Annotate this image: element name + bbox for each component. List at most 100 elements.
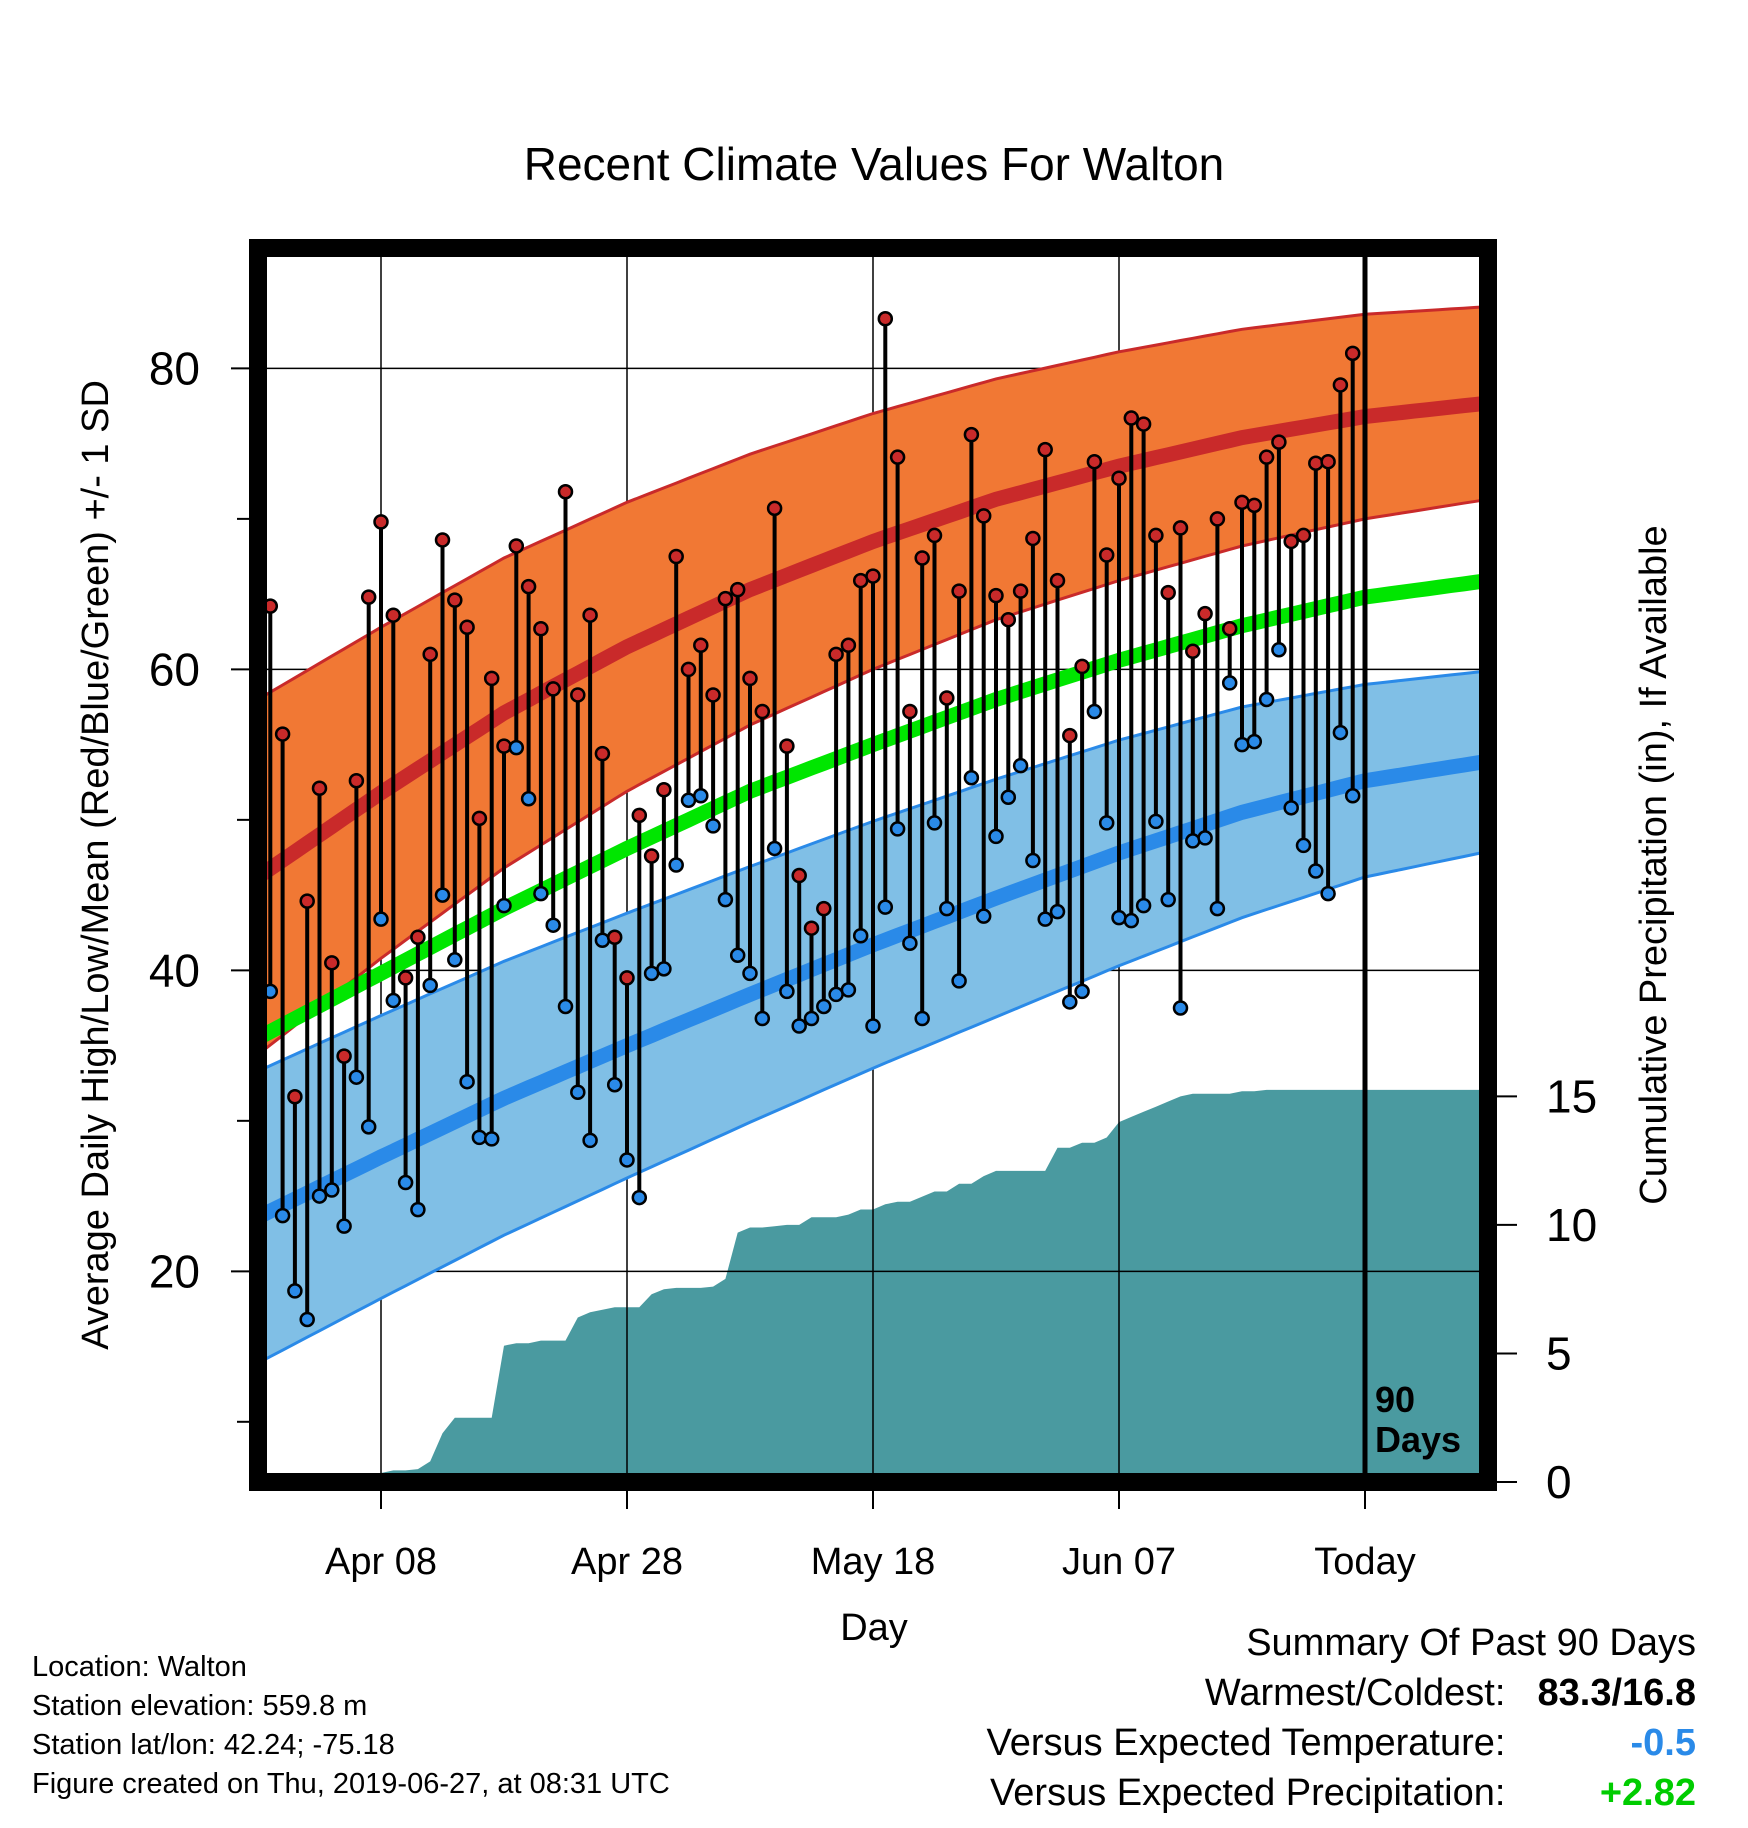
daily-high-point	[631, 807, 648, 824]
elevation-text: Station elevation: 559.8 m	[32, 1690, 368, 1722]
daily-high-point	[557, 484, 574, 500]
daily-high-point	[299, 893, 315, 909]
daily-high-point	[434, 532, 451, 548]
daily-low-point	[1123, 912, 1140, 929]
daily-low-point	[1074, 983, 1090, 1000]
daily-high-point	[1295, 527, 1312, 544]
daily-high-point	[729, 581, 746, 598]
daily-high-point	[779, 738, 795, 754]
daily-low-point	[508, 739, 525, 756]
warm-cold-label: Warmest/Coldest:	[1204, 1672, 1506, 1714]
daily-low-point	[779, 983, 795, 1000]
y-axis-label: Average Daily High/Low/Mean (Red/Blue/Gr…	[75, 380, 117, 1350]
x-tick-label: Jun 07	[1062, 1541, 1176, 1583]
daily-high-point	[422, 646, 438, 663]
daily-low-point	[1271, 642, 1287, 658]
daily-low-point	[951, 973, 967, 989]
daily-low-point	[988, 828, 1004, 845]
daily-low-point	[471, 1129, 488, 1146]
daily-high-point	[1332, 377, 1349, 393]
daily-high-point	[1111, 470, 1127, 486]
daily-low-point	[483, 1131, 500, 1147]
daily-high-point	[1012, 583, 1029, 599]
high-sd-band	[258, 306, 1488, 1055]
daily-low-point	[422, 977, 438, 994]
daily-high-point	[570, 687, 586, 703]
daily-low-point	[557, 998, 574, 1015]
daily-high-point	[594, 745, 611, 762]
daily-high-point	[656, 782, 672, 798]
daily-high-point	[459, 619, 475, 635]
daily-high-point	[988, 587, 1004, 604]
daily-high-point	[1271, 434, 1287, 450]
x-tick-label: Apr 08	[325, 1541, 437, 1583]
y2-axis-label: Cumulative Precipitation (in), If Availa…	[1633, 525, 1675, 1204]
summary-temp-row: Versus Expected Temperature: -0.5	[987, 1718, 1696, 1768]
daily-low-point	[1086, 703, 1103, 720]
latlon-text: Station lat/lon: 42.24; -75.18	[32, 1729, 395, 1761]
daily-low-point	[1320, 885, 1336, 902]
daily-low-point	[348, 1069, 365, 1085]
daily-low-point	[939, 900, 955, 917]
daily-low-point	[397, 1174, 414, 1191]
daily-high-point	[828, 646, 844, 663]
daily-low-point	[902, 935, 918, 952]
summary-warm-cold-row: Warmest/Coldest: 83.3/16.8	[987, 1668, 1696, 1718]
daily-low-point	[299, 1311, 315, 1328]
daily-high-point	[951, 583, 967, 599]
daily-high-point	[1308, 455, 1324, 471]
daily-low-point	[459, 1073, 475, 1090]
daily-low-point	[840, 982, 857, 998]
daily-high-point	[1283, 533, 1299, 550]
daily-high-point	[545, 681, 561, 697]
daily-low-point	[668, 857, 684, 873]
summary-title: Summary Of Past 90 Days	[1246, 1622, 1696, 1664]
daily-low-point	[1209, 900, 1226, 917]
daily-high-point	[1185, 643, 1201, 660]
days-label-text: Days	[1375, 1419, 1461, 1460]
daily-low-point	[877, 899, 894, 915]
daily-high-point	[1172, 520, 1189, 536]
daily-low-point	[1012, 757, 1029, 774]
y-tick-label: 20	[149, 1245, 200, 1297]
daily-high-point	[520, 578, 537, 595]
daily-high-point	[1160, 584, 1176, 601]
precip-label: Versus Expected Precipitation:	[990, 1772, 1506, 1814]
daily-high-point	[865, 568, 881, 584]
daily-low-point	[889, 821, 906, 837]
daily-high-point	[447, 592, 463, 608]
chart-title: Recent Climate Values For Walton	[524, 138, 1225, 190]
daily-high-point	[373, 514, 389, 530]
daily-low-point	[545, 917, 561, 933]
daily-high-point	[902, 703, 918, 720]
daily-high-point	[483, 670, 500, 687]
daily-low-point	[496, 897, 512, 914]
daily-low-point	[926, 815, 943, 831]
y2-tick-label: 10	[1546, 1199, 1597, 1251]
daily-high-point	[1246, 497, 1263, 514]
daily-high-point	[1025, 530, 1041, 547]
daily-high-point	[791, 867, 807, 884]
daily-high-point	[939, 690, 955, 706]
daily-high-point	[287, 1089, 303, 1105]
daily-high-point	[1221, 620, 1238, 637]
daily-low-point	[754, 1010, 771, 1027]
daily-high-point	[1000, 611, 1017, 628]
daily-high-point	[1234, 494, 1250, 511]
daily-high-point	[1197, 605, 1213, 622]
daily-high-point	[533, 620, 549, 637]
daily-high-point	[311, 780, 328, 797]
daily-high-point	[754, 703, 771, 720]
temp-value: -0.5	[1630, 1722, 1696, 1764]
daily-high-point	[693, 637, 709, 654]
high-normal-line	[258, 395, 1488, 884]
daily-high-point	[1074, 658, 1090, 675]
daily-low-point	[1037, 911, 1053, 927]
y2-tick-label: 0	[1546, 1456, 1572, 1508]
daily-low-point	[1135, 897, 1152, 914]
daily-low-point	[434, 887, 451, 903]
daily-high-point	[410, 929, 426, 945]
daily-high-point	[606, 929, 623, 945]
daily-low-point	[729, 947, 746, 964]
